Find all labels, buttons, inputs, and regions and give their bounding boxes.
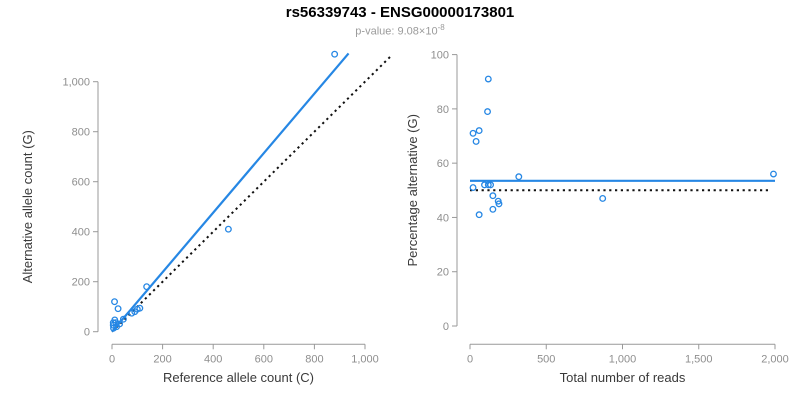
y-axis-title: Alternative allele count (G) <box>20 130 35 283</box>
y-tick-label: 40 <box>437 212 449 224</box>
y-axis-title: Percentage alternative (G) <box>405 114 420 266</box>
data-point <box>495 200 503 208</box>
data-point <box>515 173 523 181</box>
x-tick-label: 200 <box>153 353 171 365</box>
y-tick-label: 400 <box>72 227 90 239</box>
x-tick-label: 0 <box>467 353 473 365</box>
data-point <box>487 181 495 189</box>
x-tick-label: 0 <box>109 353 115 365</box>
pvalue-exponent: -8 <box>437 23 445 32</box>
data-point <box>472 137 480 145</box>
data-point <box>469 129 477 137</box>
y-tick-label: 1,000 <box>62 77 90 89</box>
data-point <box>109 321 117 329</box>
y-tick-label: 60 <box>437 158 449 170</box>
x-tick-label: 600 <box>255 353 273 365</box>
pvalue-text: p-value: 9.08×10 <box>355 25 438 38</box>
data-point <box>489 205 497 213</box>
x-tick-label: 400 <box>204 353 222 365</box>
data-point <box>143 283 151 291</box>
x-tick-label: 1,000 <box>351 353 379 365</box>
y-tick-label: 600 <box>72 177 90 189</box>
data-point <box>599 194 607 202</box>
x-tick-label: 1,500 <box>685 353 713 365</box>
data-point <box>484 181 492 189</box>
data-point <box>111 298 118 306</box>
data-point <box>110 324 117 332</box>
y-tick-label: 80 <box>437 104 449 116</box>
data-point <box>136 304 144 312</box>
data-point <box>116 320 124 328</box>
data-point <box>119 315 127 323</box>
data-point <box>114 305 122 313</box>
regression-line <box>111 52 350 333</box>
x-axis-title: Total number of reads <box>560 370 686 385</box>
figure-title: rs56339743 - ENSG00000173801 <box>285 4 515 21</box>
y-tick-label: 20 <box>437 267 449 279</box>
y-tick-label: 0 <box>443 321 449 333</box>
y-tick-label: 100 <box>431 50 449 62</box>
data-point <box>469 184 477 192</box>
x-tick-label: 800 <box>305 353 323 365</box>
data-point <box>484 108 491 116</box>
data-point <box>770 170 777 178</box>
data-point <box>489 192 497 200</box>
x-tick-label: 1,000 <box>609 353 637 365</box>
x-axis-title: Reference allele count (C) <box>163 370 314 385</box>
y-tick-label: 200 <box>72 277 90 289</box>
y-tick-label: 800 <box>72 127 90 139</box>
panel-right: 0 500 1,000 1,500 2,000 0 20 40 60 80 100 Total num… <box>405 50 789 385</box>
data-point <box>331 50 339 58</box>
panel-left: 0 200 400 600 800 1,000 0 200 400 600 800 1,000 Refe… <box>20 50 393 385</box>
data-point <box>475 211 483 219</box>
data-point <box>224 225 232 233</box>
x-tick-label: 500 <box>537 353 555 365</box>
data-point <box>475 127 483 135</box>
identity-dotted-line <box>111 54 393 333</box>
x-tick-label: 2,000 <box>761 353 789 365</box>
data-point <box>484 75 492 83</box>
figure-subtitle: p-value: 9.08×10-8 <box>0 23 800 38</box>
y-tick-label: 0 <box>84 327 90 339</box>
